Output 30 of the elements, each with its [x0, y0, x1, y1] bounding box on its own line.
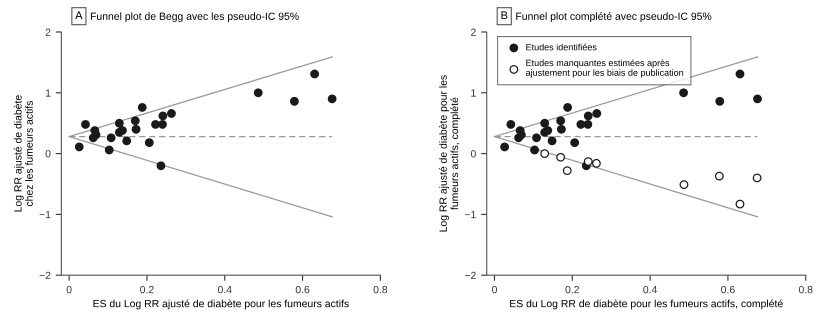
- x-tick-label: 0.2: [140, 286, 154, 294]
- x-tick-label: 0.6: [721, 286, 735, 294]
- y-tick-label: −1: [40, 211, 50, 218]
- text: B: [501, 11, 508, 20]
- text: A: [75, 11, 83, 20]
- x-tick-label: 0.8: [374, 286, 388, 294]
- x-tick-label: 0.4: [643, 286, 658, 294]
- legend-label: Etudes identifiées: [526, 44, 597, 50]
- x-tick-label: 0.4: [218, 286, 232, 294]
- chart-title: Funnel plot de Begg avec les pseudo-IC 95%: [90, 12, 299, 22]
- y-tick-label: 2: [471, 28, 476, 36]
- x-tick-label: 0.2: [565, 286, 580, 294]
- x-tick-label: 0: [492, 286, 497, 294]
- y-axis-title: Log RR ajusté de diabète pour les fumeurs actifs, complété: [439, 75, 460, 232]
- x-tick-label: 0.8: [798, 286, 813, 294]
- y-tick-label: 0: [46, 150, 51, 158]
- y-tick-label: −2: [40, 272, 50, 279]
- y-tick-label: 2: [46, 28, 50, 36]
- y-axis-title: Log RR ajusté de diabète chez les fumeurs actifs: [14, 95, 33, 212]
- x-axis-title: ES du Log RR de diabète pour les fumeurs actifs, complété: [510, 299, 783, 310]
- y-tick-label: 1: [46, 89, 50, 97]
- y-tick-label: 1: [471, 89, 476, 97]
- y-tick-label: −2: [464, 272, 476, 279]
- x-tick-label: 0: [66, 286, 72, 294]
- y-tick-label: 0: [470, 150, 476, 158]
- y-tick-label: −1: [464, 211, 476, 218]
- x-tick-label: 0.6: [296, 286, 310, 294]
- x-axis-title: ES du Log RR ajusté de diabète pour les fumeurs actifs: [93, 299, 349, 310]
- legend-label: Etudes manquantes estimées après ajustement pour les biais de publication: [526, 59, 684, 78]
- chart-title: Funnel plot complété avec pseudo-IC 95%: [516, 12, 712, 22]
